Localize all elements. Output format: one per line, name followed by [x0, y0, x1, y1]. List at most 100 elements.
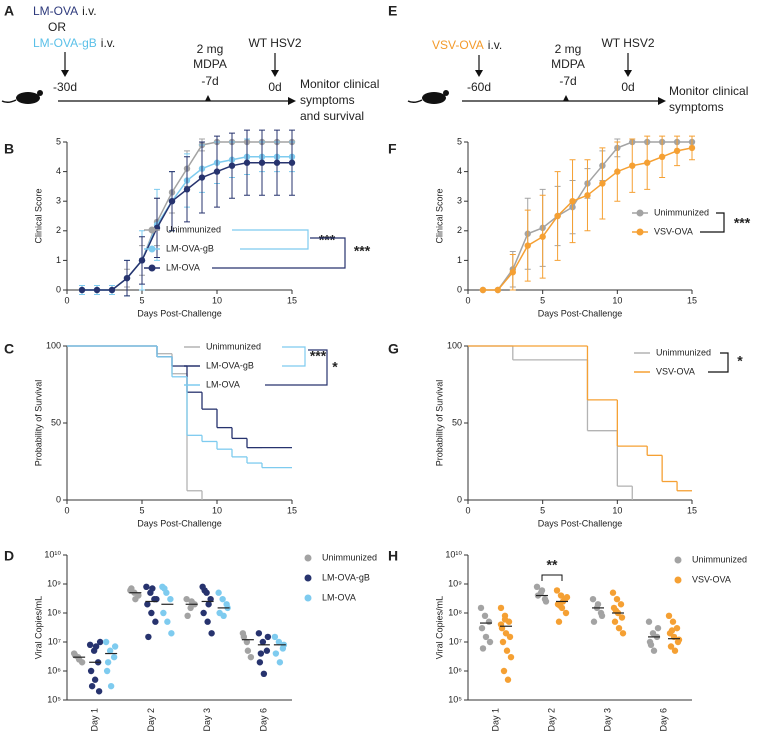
legend-marker — [148, 226, 156, 234]
legend-marker — [636, 209, 644, 217]
y-tick-label: 3 — [457, 196, 462, 206]
x-axis-label: Days Post-Challenge — [137, 308, 222, 318]
dot — [75, 656, 83, 663]
x-tick-label: 0 — [465, 505, 470, 515]
significance: *** — [354, 243, 371, 259]
dot — [668, 627, 676, 634]
x-tick-label: 5 — [540, 295, 545, 305]
dot — [563, 594, 571, 601]
event-day: 0d — [621, 80, 634, 94]
x-tick-label: Day 1 — [490, 708, 500, 732]
x-tick-label: 5 — [540, 505, 545, 515]
event-text: MDPA — [193, 57, 227, 71]
dot — [598, 612, 606, 620]
dot — [215, 589, 222, 596]
vaccine: LM-OVA i.v. — [33, 4, 97, 18]
chart: 0 50 100 0 5 10 15 Days Post-Challenge Probabili… — [434, 340, 743, 528]
panel-label: E — [388, 3, 397, 19]
y-tick-label: 10⁸ — [448, 607, 462, 617]
point — [554, 212, 561, 220]
y-tick-label: 4 — [457, 166, 462, 176]
dot — [148, 609, 155, 617]
dot — [168, 630, 175, 637]
dot — [673, 624, 681, 632]
triangle — [563, 95, 569, 101]
dot — [256, 659, 264, 666]
dot — [499, 638, 507, 646]
dot — [107, 682, 115, 690]
dot — [619, 630, 627, 637]
y-tick-label: 10¹⁰ — [445, 549, 462, 559]
dot — [478, 624, 486, 632]
point — [688, 144, 696, 152]
dot — [645, 618, 653, 625]
y-tick-label: 10⁹ — [448, 578, 462, 588]
point — [168, 198, 176, 205]
point — [599, 180, 606, 187]
dot — [654, 624, 662, 632]
point — [93, 286, 101, 294]
dot — [555, 618, 563, 625]
outcome: symptoms — [669, 100, 724, 114]
dot — [667, 643, 675, 650]
x-tick-label: 0 — [465, 295, 470, 305]
y-tick-label: 100 — [46, 340, 61, 350]
dot — [590, 618, 598, 625]
x-tick-label: 5 — [139, 295, 144, 305]
dot — [106, 647, 114, 654]
x-tick-label: 10 — [212, 295, 222, 305]
point — [614, 168, 621, 175]
route: i.v. — [82, 4, 96, 18]
panel-label: H — [388, 548, 398, 564]
legend-marker — [304, 574, 312, 582]
legend-label: LM-OVA-gB — [166, 243, 214, 253]
event-day: 0d — [268, 80, 281, 94]
dot — [272, 650, 280, 657]
vaccine: LM-OVA-gB i.v. — [33, 36, 115, 50]
point — [524, 242, 531, 249]
event-text: 2 mg — [555, 42, 582, 56]
dot — [271, 633, 279, 641]
chart: 0 1 2 3 4 5 0 5 10 15 Days Post-Challenge Clinical … — [434, 135, 751, 318]
legend-label: Unimmunized — [322, 552, 377, 562]
dot — [143, 583, 150, 591]
y-axis-label: Probability of Survival — [33, 380, 43, 467]
legend-marker — [304, 554, 312, 562]
dot — [260, 670, 268, 678]
x-tick-label: Day 3 — [602, 708, 612, 732]
event-day: -7d — [559, 74, 576, 88]
y-tick-label: 10⁵ — [448, 694, 462, 704]
dot — [479, 645, 487, 652]
y-tick-label: 10⁹ — [47, 578, 61, 588]
y-tick-label: 0 — [56, 494, 61, 504]
dot — [533, 583, 541, 591]
route: i.v. — [488, 38, 502, 52]
dot — [665, 612, 673, 620]
legend-label: LM-OVA — [322, 592, 356, 602]
dot — [503, 647, 511, 654]
legend-label: VSV-OVA — [654, 226, 693, 236]
x-tick-label: 15 — [687, 505, 697, 515]
point — [228, 162, 236, 169]
y-tick-label: 50 — [51, 417, 61, 427]
dot — [244, 647, 252, 654]
x-tick-label: Day 6 — [658, 708, 668, 732]
arrowhead — [658, 97, 666, 105]
dot — [615, 624, 623, 632]
legend-label: Unimmunized — [206, 341, 261, 351]
arrowhead — [288, 97, 296, 105]
point — [494, 286, 502, 294]
event-text: 2 mg — [197, 42, 224, 56]
y-tick-label: 10⁷ — [449, 636, 462, 646]
y-tick-label: 2 — [56, 225, 61, 235]
dot — [500, 667, 508, 675]
dot — [263, 647, 271, 654]
dot — [589, 595, 597, 603]
dot — [669, 618, 677, 625]
dot — [183, 595, 190, 603]
point — [123, 274, 131, 282]
chart: 0 50 100 0 5 10 15 Days Post-Challenge Probabili… — [33, 340, 338, 528]
legend-marker — [636, 228, 644, 236]
outcome: and survival — [300, 109, 364, 123]
